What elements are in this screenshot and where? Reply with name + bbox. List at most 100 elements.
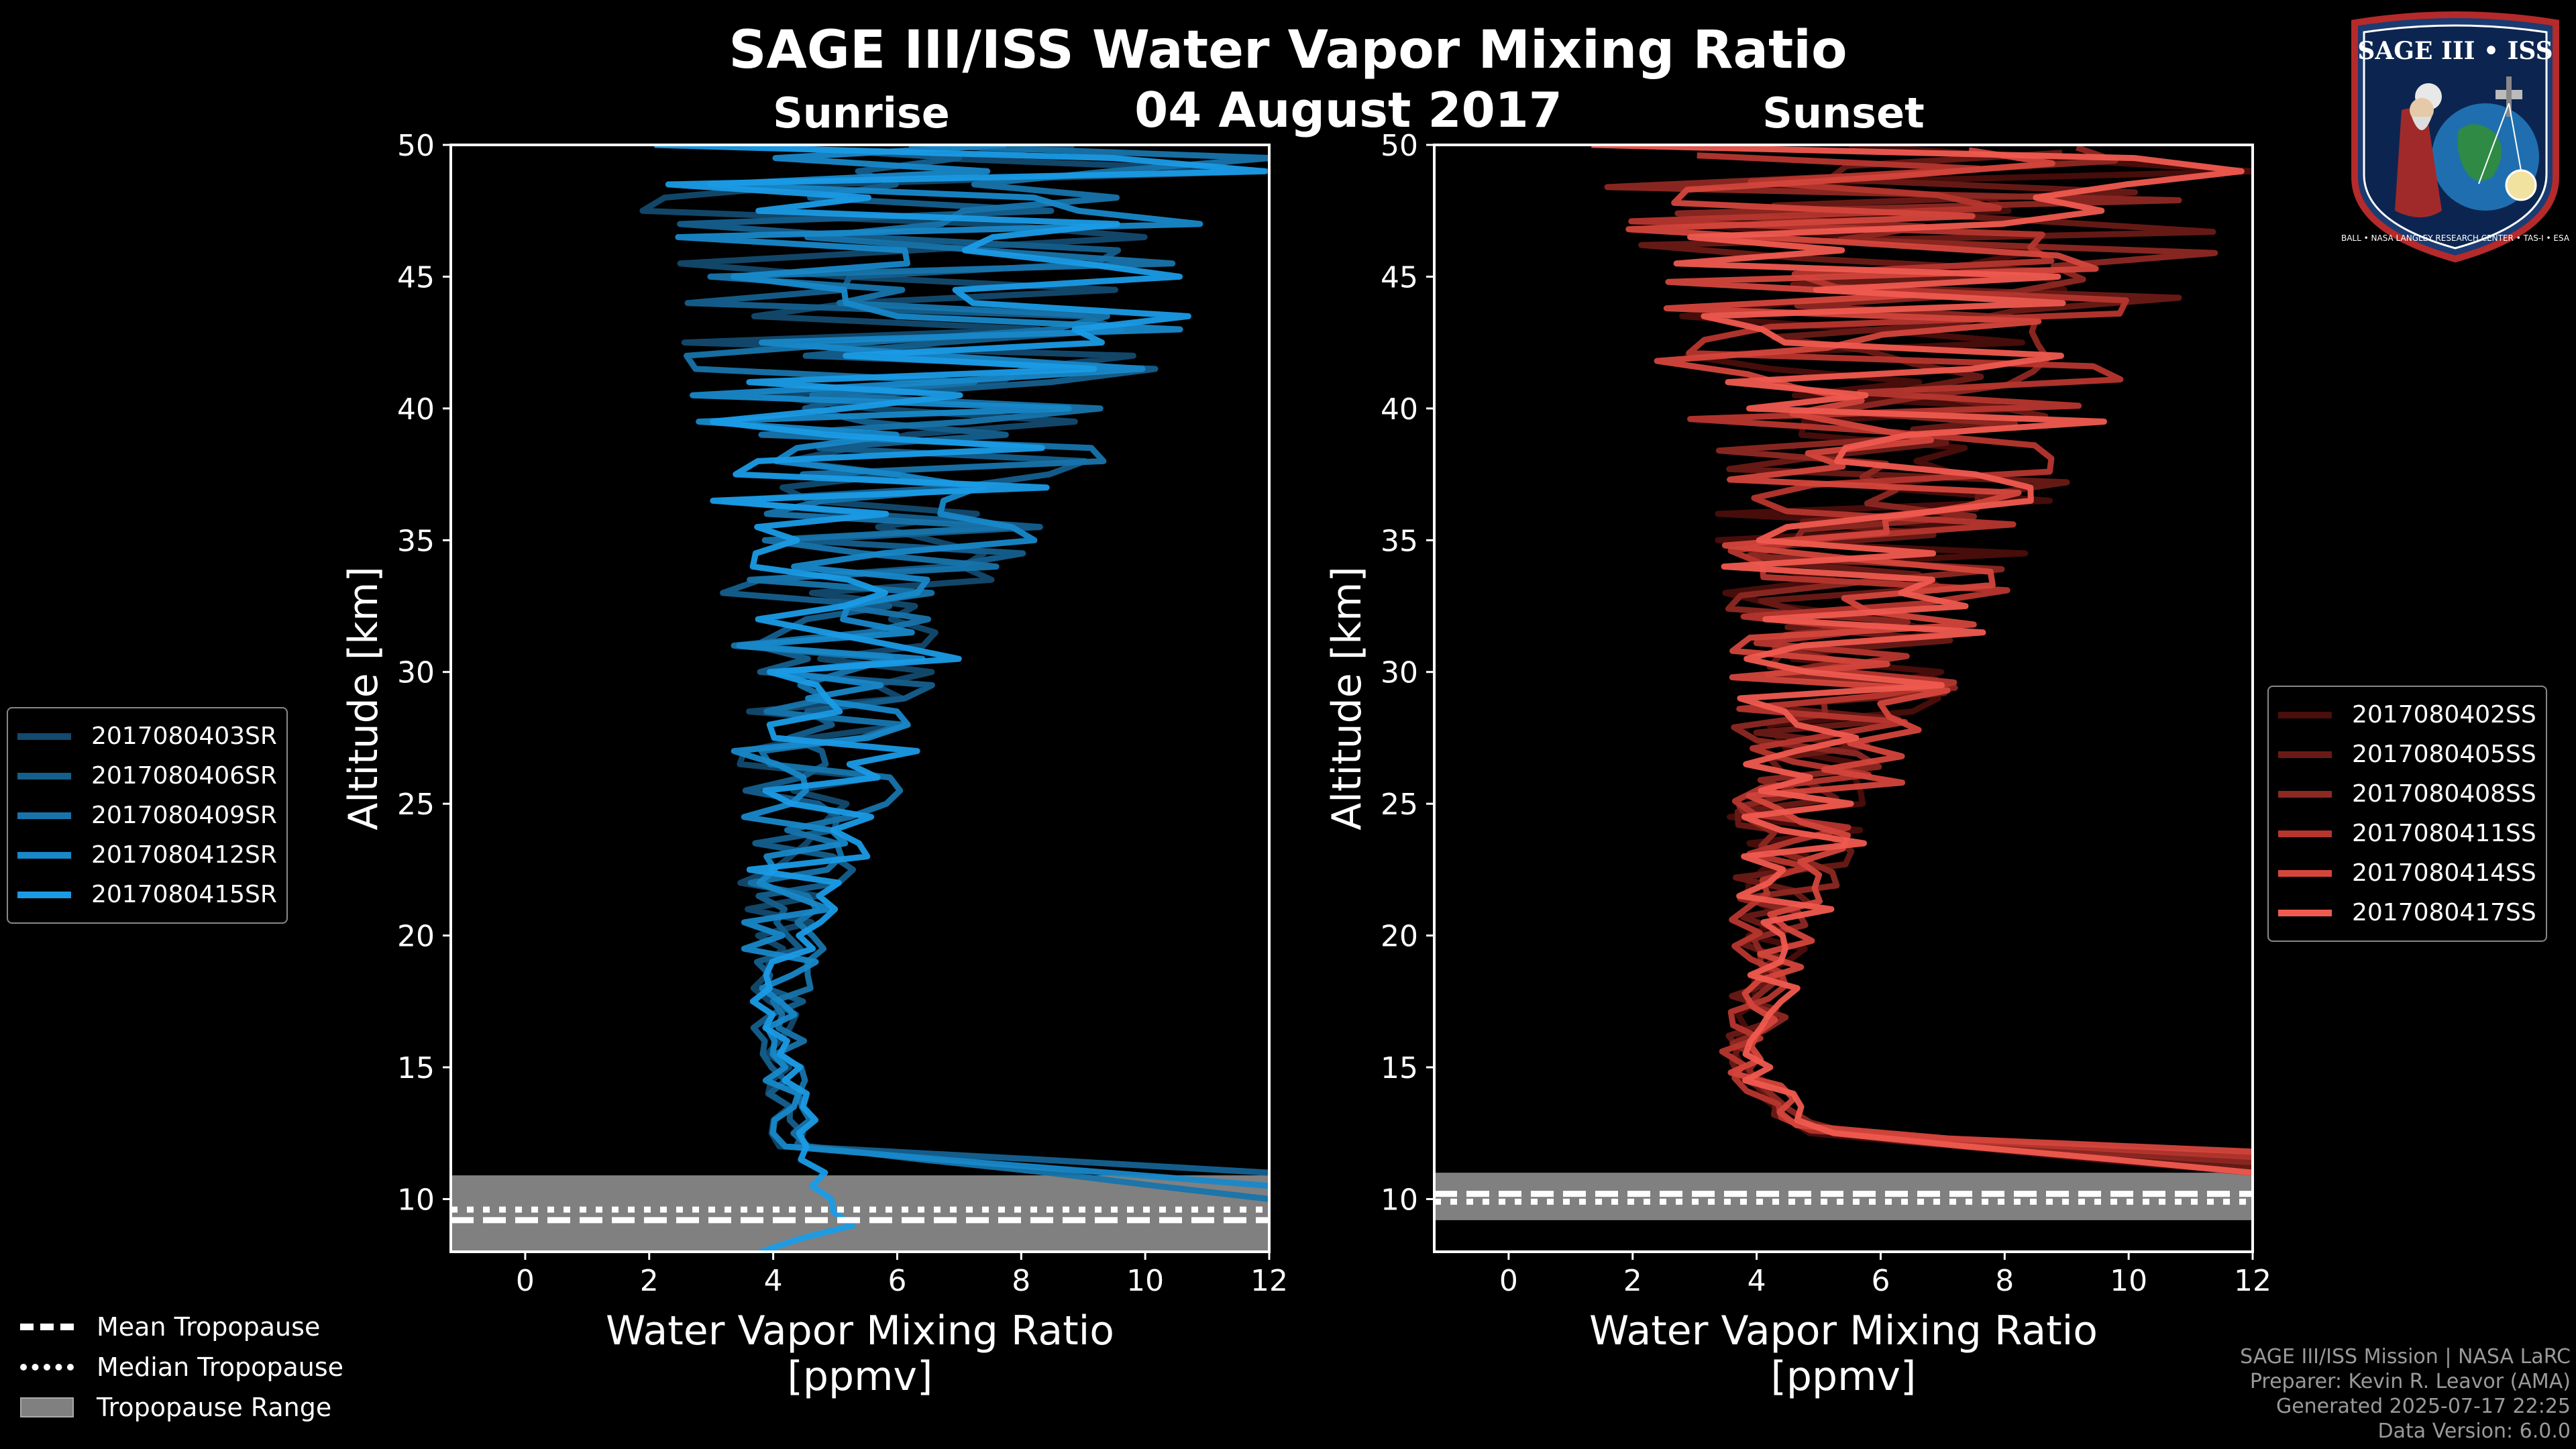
x-axis-label: Water Vapor Mixing Ratio	[1589, 1307, 2098, 1354]
logo-subtext: BALL • NASA LANGLEY RESEARCH CENTER • TA…	[2341, 233, 2569, 243]
legend-item: 2017080417SS	[2278, 893, 2536, 932]
legend-line-swatch	[17, 891, 71, 898]
y-axis-label: Altitude [km]	[340, 566, 387, 830]
dotted-line-swatch	[20, 1364, 74, 1371]
y-tick-label: 30	[397, 656, 435, 690]
x-tick-label: 6	[1871, 1264, 1890, 1298]
x-axis-label: Water Vapor Mixing Ratio	[606, 1307, 1114, 1354]
x-tick-label: 4	[764, 1264, 783, 1298]
sunset-plot-area	[1434, 145, 2253, 1220]
tropopause-range-band	[451, 1175, 1269, 1252]
legend-item: 2017080406SR	[17, 756, 277, 796]
legend-item: 2017080412SR	[17, 835, 277, 875]
legend-median-tropopause: Median Tropopause	[20, 1347, 343, 1387]
legend-label: 2017080402SS	[2352, 701, 2536, 729]
range-swatch	[20, 1397, 74, 1417]
sunrise-legend: 2017080403SR 2017080406SR 2017080409SR 2017…	[7, 707, 288, 924]
legend-item: 2017080408SS	[2278, 774, 2536, 814]
legend-label: 2017080409SR	[91, 802, 277, 829]
y-tick-label: 35	[1381, 524, 1418, 558]
y-tick-label: 20	[397, 920, 435, 954]
y-tick-label: 45	[1381, 260, 1418, 294]
legend-label: 2017080406SR	[91, 762, 277, 790]
y-tick-label: 15	[1381, 1051, 1418, 1085]
y-tick-label: 50	[397, 129, 435, 163]
chart-date: 04 August 2017	[1134, 82, 1562, 138]
credit-line: Data Version: 6.0.0	[2377, 1419, 2571, 1443]
sunrise-plot-area	[451, 145, 1269, 1252]
series-line-2017080415SR	[654, 145, 1268, 1252]
legend-line-swatch	[2278, 909, 2332, 916]
x-tick-label: 10	[2110, 1264, 2147, 1298]
credit-line: SAGE III/ISS Mission | NASA LaRC	[2240, 1345, 2571, 1368]
sunrise-panel-title: Sunrise	[773, 89, 950, 138]
x-tick-label: 6	[888, 1264, 906, 1298]
legend-item: 2017080415SR	[17, 875, 277, 914]
legend-item: 2017080411SS	[2278, 814, 2536, 853]
sunset-legend: 2017080402SS 2017080405SS 2017080408SS 2017…	[2267, 686, 2547, 942]
series-line-2017080403SR	[639, 145, 1269, 1176]
x-axis-unit: [ppmv]	[1771, 1353, 1917, 1400]
tropopause-legend: Mean Tropopause Median Tropopause Tropop…	[20, 1307, 343, 1428]
legend-label: 2017080414SS	[2352, 859, 2536, 887]
legend-label: Median Tropopause	[97, 1352, 343, 1382]
legend-item: 2017080405SS	[2278, 735, 2536, 774]
legend-line-swatch	[17, 851, 71, 859]
credits: SAGE III/ISS Mission | NASA LaRC Prepare…	[2240, 1344, 2571, 1444]
dashed-line-swatch	[20, 1324, 74, 1330]
legend-label: Tropopause Range	[97, 1393, 332, 1422]
legend-label: Mean Tropopause	[97, 1312, 321, 1342]
legend-mean-tropopause: Mean Tropopause	[20, 1307, 343, 1347]
y-tick-label: 20	[1381, 920, 1418, 954]
series-line-2017080417SS	[1591, 145, 2253, 1176]
y-tick-label: 10	[1381, 1183, 1418, 1217]
credit-line: Generated 2025-07-17 22:25	[2275, 1395, 2571, 1418]
legend-item: 2017080403SR	[17, 716, 277, 756]
legend-item: 2017080402SS	[2278, 695, 2536, 735]
legend-label: 2017080408SS	[2352, 780, 2536, 808]
legend-label: 2017080411SS	[2352, 820, 2536, 847]
y-tick-label: 40	[397, 392, 435, 427]
y-tick-label: 15	[397, 1051, 435, 1085]
y-tick-label: 45	[397, 260, 435, 294]
x-tick-label: 12	[2234, 1264, 2271, 1298]
legend-tropopause-range: Tropopause Range	[20, 1387, 343, 1428]
chart-title: SAGE III/ISS Water Vapor Mixing Ratio	[729, 20, 1847, 80]
legend-item: 2017080414SS	[2278, 853, 2536, 893]
y-tick-label: 30	[1381, 656, 1418, 690]
sunset-panel-title: Sunset	[1762, 89, 1925, 138]
legend-line-swatch	[2278, 751, 2332, 758]
x-tick-label: 2	[640, 1264, 659, 1298]
x-axis-unit: [ppmv]	[788, 1353, 933, 1400]
legend-line-swatch	[2278, 830, 2332, 837]
legend-label: 2017080403SR	[91, 722, 277, 750]
x-tick-label: 8	[1995, 1264, 2014, 1298]
sage-mission-logo: SAGE III • ISS BALL • NASA LANGLEY RESEA…	[2341, 11, 2569, 263]
x-tick-label: 2	[1623, 1264, 1642, 1298]
y-tick-label: 50	[1381, 129, 1418, 163]
sunset-plot-frame	[1433, 144, 2254, 1253]
y-tick-label: 40	[1381, 392, 1418, 427]
legend-line-swatch	[2278, 790, 2332, 798]
legend-line-swatch	[2278, 711, 2332, 718]
y-tick-label: 25	[1381, 788, 1418, 822]
y-tick-label: 35	[397, 524, 435, 558]
legend-line-swatch	[17, 772, 71, 780]
y-axis-label: Altitude [km]	[1324, 566, 1371, 830]
x-tick-label: 8	[1012, 1264, 1030, 1298]
x-tick-label: 0	[1499, 1264, 1518, 1298]
legend-line-swatch	[17, 812, 71, 819]
logo-text: SAGE III • ISS	[2357, 37, 2553, 65]
legend-item: 2017080409SR	[17, 796, 277, 835]
x-tick-label: 0	[516, 1264, 535, 1298]
y-tick-label: 25	[397, 788, 435, 822]
legend-label: 2017080412SR	[91, 841, 277, 869]
x-tick-label: 4	[1748, 1264, 1766, 1298]
x-tick-label: 12	[1250, 1264, 1288, 1298]
legend-label: 2017080415SR	[91, 881, 277, 908]
legend-label: 2017080405SS	[2352, 741, 2536, 768]
y-tick-label: 10	[397, 1183, 435, 1217]
x-tick-label: 10	[1126, 1264, 1164, 1298]
credit-line: Preparer: Kevin R. Leavor (AMA)	[2249, 1370, 2571, 1393]
legend-label: 2017080417SS	[2352, 899, 2536, 926]
